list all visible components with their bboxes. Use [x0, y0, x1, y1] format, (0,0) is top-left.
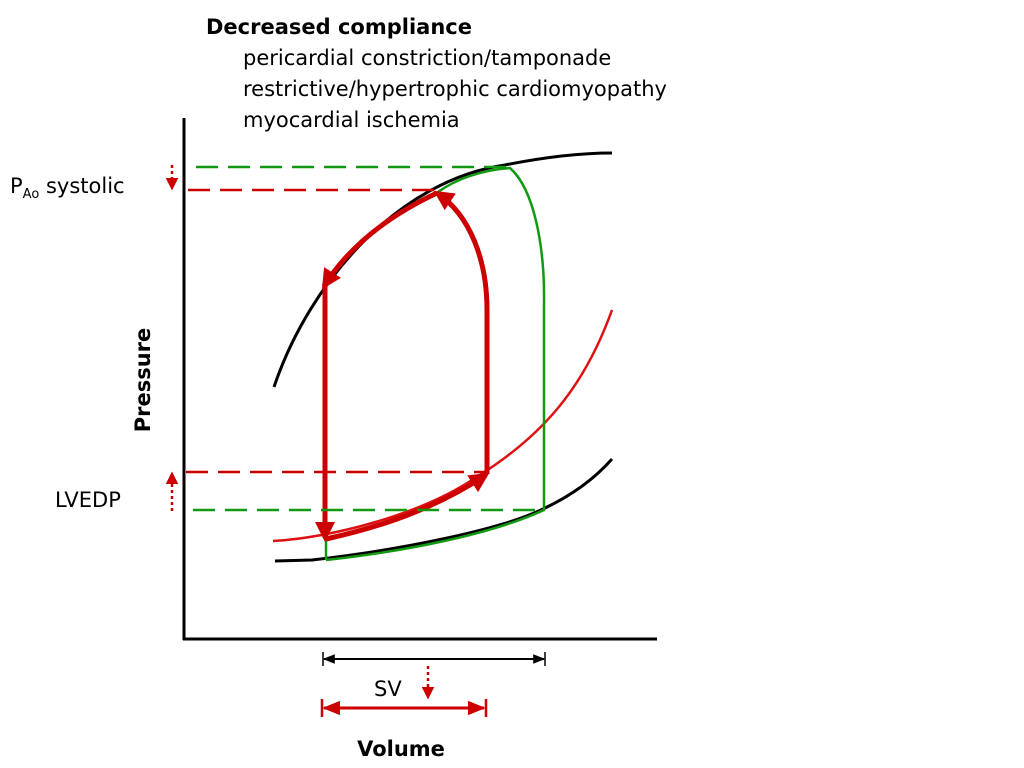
decreased-ejection-rise: [433, 190, 490, 311]
decreased-fill-segment: [325, 472, 490, 542]
esp-curve: [272, 151, 613, 388]
cause-item-cardiomyopathy: restrictive/hypertrophic cardiomyopathy: [243, 77, 667, 101]
y-axis-label: Pressure: [131, 328, 155, 433]
title-heading: Decreased compliance: [206, 15, 472, 39]
cause-item-ischemia: myocardial ischemia: [243, 108, 460, 132]
sv-label: SV: [374, 677, 402, 701]
edpvr-normal-curve: [274, 458, 614, 563]
normal-pv-loop: [325, 166, 546, 562]
decreased-ejection-fall: [321, 190, 439, 290]
lvedp-label: LVEDP: [55, 488, 121, 512]
pao-systolic-label: PAo systolic: [10, 174, 125, 202]
title-block: Decreased compliance pericardial constri…: [206, 12, 667, 136]
x-axis-label: Volume: [357, 737, 445, 761]
cause-item-constriction: pericardial constriction/tamponade: [243, 46, 612, 70]
